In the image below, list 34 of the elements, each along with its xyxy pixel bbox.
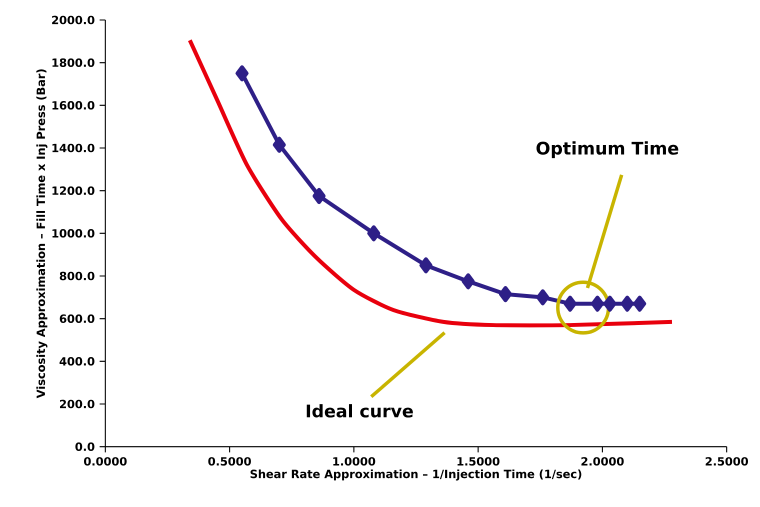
- y-tick-label: 1800.0: [52, 58, 94, 68]
- point: [603, 296, 616, 312]
- y-tick-label: 1200.0: [52, 186, 94, 196]
- point: [236, 66, 249, 82]
- y-tick-label: 800.0: [60, 272, 94, 280]
- x-tick-label: 1.5000: [458, 457, 500, 466]
- y-tick-label: 200.0: [60, 400, 94, 408]
- y-tick-label: 0.0: [75, 442, 94, 452]
- y-tick-label: 400.0: [60, 357, 94, 366]
- point: [498, 286, 512, 302]
- annotation: Ideal curve: [306, 404, 413, 418]
- point: [272, 136, 286, 153]
- y-tick-label: 1600.0: [52, 101, 94, 110]
- point: [633, 296, 646, 312]
- y-tick-label: 600.0: [60, 314, 94, 324]
- y-axis-title: Viscosity Approximation – Fill Time x Inj Press (Bar): [36, 70, 48, 398]
- point: [462, 273, 475, 290]
- x-tick-label: 0.0000: [84, 457, 127, 466]
- x-tick-label: 2.0000: [581, 457, 624, 466]
- point: [620, 296, 634, 312]
- point: [564, 296, 577, 312]
- point: [536, 290, 550, 306]
- x-tick-label: 0.5000: [208, 457, 251, 466]
- y-tick-label: 1400.0: [52, 144, 94, 152]
- x-tick-label: 2.5000: [706, 457, 748, 466]
- point: [367, 226, 380, 242]
- x-tick-label: 1.0000: [333, 457, 376, 466]
- point: [590, 296, 604, 312]
- y-tick-label: 2000.0: [52, 16, 94, 24]
- point: [419, 258, 432, 274]
- point: [312, 188, 326, 204]
- x-axis-title: Shear Rate Approximation – 1/Injection Time (1/sec): [250, 470, 582, 481]
- y-tick-label: 1000.0: [52, 229, 94, 238]
- annotation: Optimum Time: [536, 141, 678, 158]
